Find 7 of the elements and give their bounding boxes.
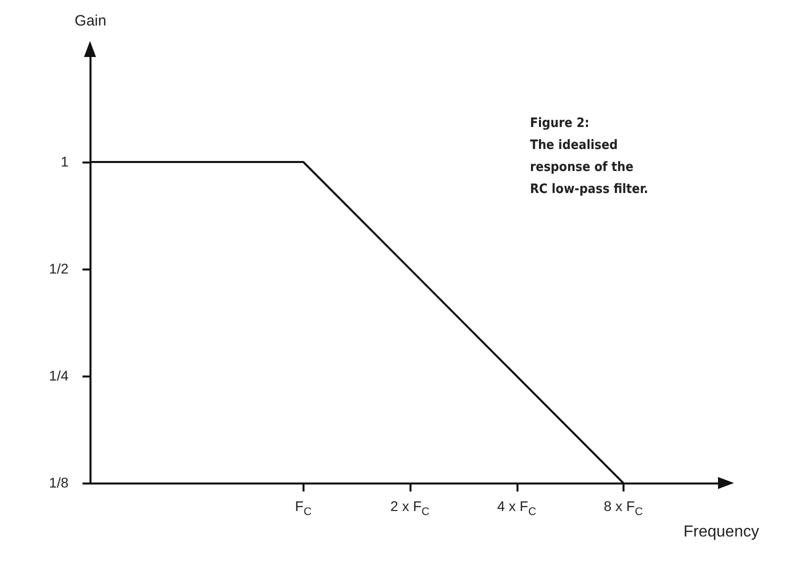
x-axis-title: Frequency: [684, 524, 760, 540]
y-tick-label: 1/4: [49, 368, 69, 384]
y-tick-label: 1: [60, 154, 69, 170]
y-tick-label: 1/8: [49, 474, 69, 490]
y-axis-title: Gain: [74, 12, 106, 30]
annotation: Figure 2: The idealised response of the RC low-pass filter.: [530, 116, 648, 197]
y-tick-label: 1/2: [49, 260, 69, 276]
